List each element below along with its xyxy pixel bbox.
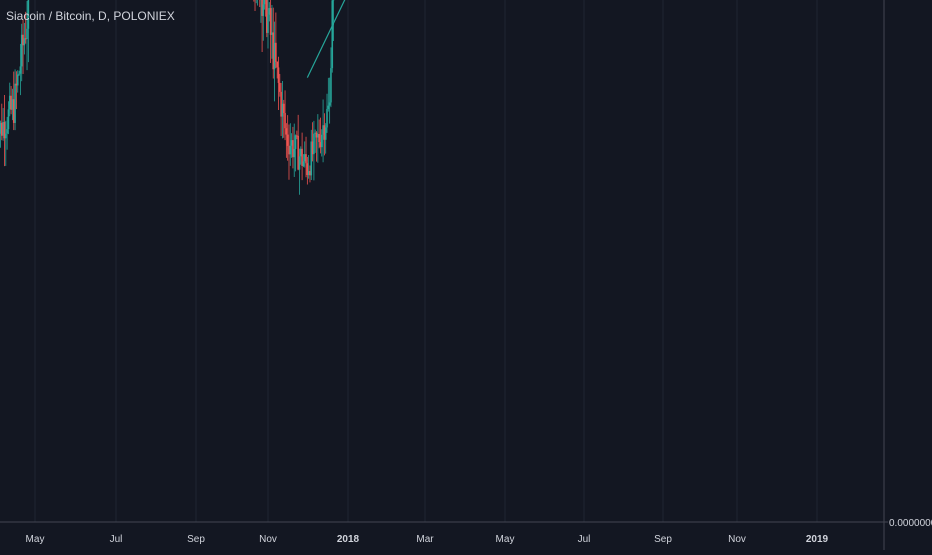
candle-body <box>331 0 333 68</box>
candle-body <box>299 156 301 169</box>
candle-body <box>330 68 332 102</box>
x-tick-label: Nov <box>259 534 277 545</box>
candle-body <box>276 62 278 67</box>
candle-body <box>289 146 291 155</box>
candle-body <box>8 109 10 129</box>
candle-body <box>20 66 22 73</box>
candles <box>0 0 577 195</box>
candle-body <box>264 0 266 4</box>
candle-body <box>321 135 323 147</box>
candle-body <box>293 149 295 157</box>
y-tick-label: 0.00000000 <box>889 518 932 529</box>
candle-body <box>24 38 26 45</box>
candle-body <box>318 134 320 142</box>
candle-body <box>313 134 315 154</box>
candle-body <box>305 154 307 163</box>
candle-body <box>26 29 28 39</box>
candle-body <box>5 134 7 139</box>
candle-body <box>18 74 20 75</box>
candle-body <box>286 128 288 134</box>
candle-body <box>17 75 19 86</box>
candle-body <box>329 102 331 105</box>
candle-body <box>267 15 269 33</box>
candle-body <box>262 4 264 16</box>
candle-body <box>284 113 286 128</box>
grid <box>0 0 884 522</box>
x-tick-label: Jul <box>110 534 123 545</box>
trendline <box>307 0 635 78</box>
candle-body <box>6 129 8 134</box>
candle-body <box>295 135 297 149</box>
candle-body <box>270 8 272 35</box>
x-tick-label: Mar <box>416 534 434 545</box>
candle-body <box>275 43 277 62</box>
x-tick-label: 2019 <box>806 534 829 545</box>
x-tick-label: Sep <box>654 534 672 545</box>
candle-body <box>326 109 328 128</box>
candle-body <box>287 135 289 146</box>
candle-body <box>283 104 285 113</box>
x-tick-label: May <box>496 534 515 545</box>
candle-body <box>14 84 16 123</box>
chart-title: Siacoin / Bitcoin, D, POLONIEX <box>6 9 175 23</box>
x-tick-label: Nov <box>728 534 746 545</box>
x-tick-label: Sep <box>187 534 205 545</box>
x-tick-label: 2018 <box>337 534 360 545</box>
x-tick-label: Jul <box>578 534 591 545</box>
candle-body <box>325 127 327 139</box>
candle-body <box>279 83 281 92</box>
candle-body <box>278 67 280 83</box>
candle-body <box>303 161 305 166</box>
candle-body <box>328 106 330 109</box>
x-tick-label: May <box>26 534 45 545</box>
